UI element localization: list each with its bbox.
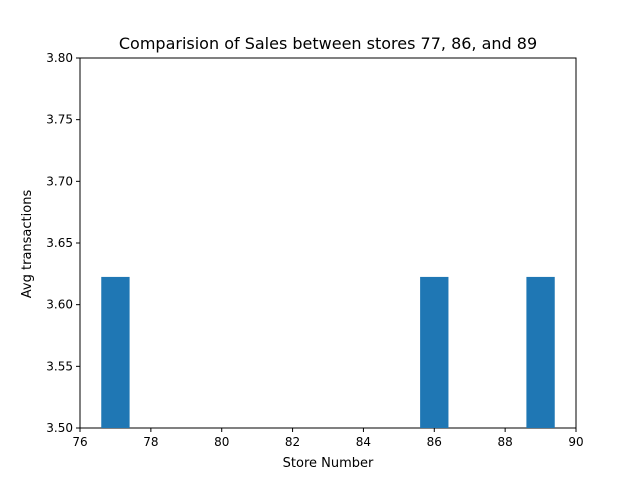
x-tick-label: 78 xyxy=(143,435,158,449)
y-tick-label: 3.65 xyxy=(46,236,73,250)
y-tick-label: 3.80 xyxy=(46,51,73,65)
bar-store-86 xyxy=(420,276,449,428)
y-axis-title: Avg transactions xyxy=(20,190,35,299)
x-tick-label: 88 xyxy=(498,435,513,449)
plot-frame xyxy=(79,57,577,429)
x-tick-label: 76 xyxy=(72,435,87,449)
y-tick-label: 3.75 xyxy=(46,113,73,127)
plot-area xyxy=(79,57,577,429)
x-tick-label: 84 xyxy=(356,435,371,449)
y-tick-label: 3.70 xyxy=(46,174,73,188)
x-tick-label: 86 xyxy=(427,435,442,449)
x-tick-label: 90 xyxy=(568,435,583,449)
y-axis-ticks: 3.50 3.55 3.60 3.65 3.70 3.75 3.80 xyxy=(46,51,80,435)
y-tick-label: 3.50 xyxy=(46,421,73,435)
x-axis-ticks: 76 78 80 82 84 86 88 90 xyxy=(72,428,584,449)
chart-title: Comparision of Sales between stores 77, … xyxy=(119,34,537,53)
bar-store-77 xyxy=(101,276,130,428)
y-tick-label: 3.60 xyxy=(46,298,73,312)
bar-store-89 xyxy=(526,276,555,428)
y-tick-label: 3.55 xyxy=(46,359,73,373)
x-tick-label: 82 xyxy=(285,435,300,449)
x-tick-label: 80 xyxy=(214,435,229,449)
bars-group xyxy=(101,276,555,428)
x-axis-title: Store Number xyxy=(283,456,374,471)
